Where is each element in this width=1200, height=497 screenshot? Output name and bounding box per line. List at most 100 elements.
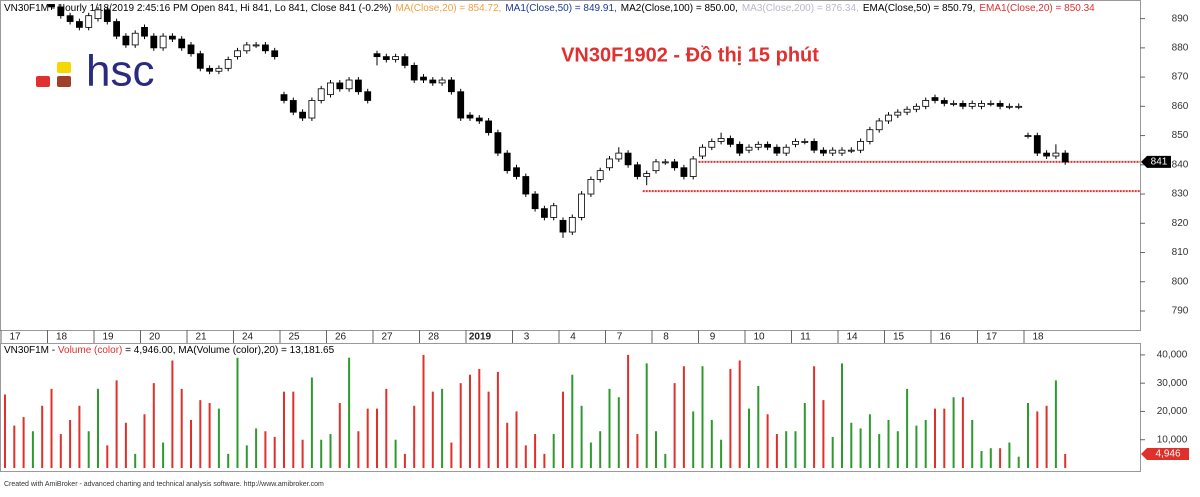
candle-body xyxy=(1006,105,1013,108)
x-tick-label: 16 xyxy=(939,332,951,343)
candle-body xyxy=(745,146,753,151)
candle-body xyxy=(122,35,130,46)
candle-body xyxy=(1015,105,1023,108)
x-tick-label: 21 xyxy=(195,332,207,343)
candle-body xyxy=(401,56,409,66)
candle-body xyxy=(243,44,251,52)
candle-body xyxy=(457,91,465,119)
candle-body xyxy=(754,143,762,148)
candle-body xyxy=(289,100,297,113)
candle-body xyxy=(327,82,334,96)
candle-body xyxy=(76,21,83,28)
candle-body xyxy=(680,167,688,177)
header-legend: VN30F1M - Hourly 1/18/2019 2:45:16 PM Op… xyxy=(4,3,1095,14)
candle-body xyxy=(959,103,967,107)
y-tick-label: 890 xyxy=(1172,13,1189,24)
candle-body xyxy=(187,44,195,55)
candle-body xyxy=(671,161,678,169)
candle-body xyxy=(922,100,930,107)
candle-body xyxy=(764,143,771,148)
candle-body xyxy=(531,193,539,210)
candle-body xyxy=(931,97,939,101)
candle-body xyxy=(903,108,911,113)
candle-body xyxy=(838,149,846,154)
candle-body xyxy=(578,193,585,218)
candle-body xyxy=(252,44,260,47)
candle-body xyxy=(429,79,437,84)
candle-body xyxy=(410,64,418,81)
candle-body xyxy=(940,100,948,104)
legend-item: EMA(Close,50) = 850.79, xyxy=(863,3,976,14)
x-tick-label: 27 xyxy=(381,332,393,343)
candle-body xyxy=(1024,135,1032,137)
volume-legend: Volume (color) xyxy=(58,345,122,356)
x-tick-label: 25 xyxy=(288,332,300,343)
candle-body xyxy=(968,103,976,107)
volume-tag-label: 4,946 xyxy=(1155,449,1180,460)
candle-body xyxy=(875,120,883,131)
y-tick-label: 820 xyxy=(1172,218,1189,229)
y-tick-label: 800 xyxy=(1172,276,1189,287)
candle-body xyxy=(782,146,790,154)
x-tick-label: 17 xyxy=(9,332,21,343)
candle-body xyxy=(829,149,837,154)
candle-body xyxy=(494,132,502,154)
candle-body xyxy=(708,141,716,148)
candle-body xyxy=(475,117,483,122)
candle-body xyxy=(48,4,55,8)
y-tick-label: 830 xyxy=(1172,189,1189,200)
candle-body xyxy=(643,173,651,177)
candle-body xyxy=(438,79,446,84)
candle-body xyxy=(736,143,744,154)
volume-header: VN30F1M - Volume (color) = 4,946.00, MA(… xyxy=(4,345,335,356)
x-tick-label: 15 xyxy=(893,332,905,343)
y-tick-label: 840 xyxy=(1172,159,1189,170)
candle-body xyxy=(689,158,697,177)
candle-body xyxy=(178,38,186,49)
volume-header-part: = 4,946.00, MA(Volume (color),20) = 13,1… xyxy=(122,345,334,356)
y-tick-label: 40,000 xyxy=(1157,350,1188,361)
candle-body xyxy=(522,176,530,195)
candle-body xyxy=(131,32,139,46)
legend-item: MA3(Close,200) = 876.34, xyxy=(742,3,859,14)
candle-body xyxy=(1052,152,1060,157)
candle-body xyxy=(699,146,706,157)
x-tick-label: 20 xyxy=(149,332,161,343)
candle-body xyxy=(810,141,818,151)
candle-body xyxy=(950,103,957,105)
x-tick-label: 8 xyxy=(663,332,669,343)
y-tick-label: 790 xyxy=(1172,306,1189,317)
volume-panel xyxy=(0,343,1141,472)
candle-body xyxy=(615,152,623,160)
x-tick-label: 7 xyxy=(617,332,623,343)
price-tag-label: 841 xyxy=(1151,157,1168,168)
candle-body xyxy=(717,138,725,142)
x-tick-label: 18 xyxy=(56,332,68,343)
candle-body xyxy=(624,152,632,166)
candle-body xyxy=(857,141,864,151)
candle-body xyxy=(568,217,576,233)
candle-body xyxy=(987,103,995,105)
candle-body xyxy=(466,114,474,119)
candle-body xyxy=(1033,135,1041,154)
logo-square xyxy=(36,76,50,87)
price-panel xyxy=(0,0,1141,331)
candle-body xyxy=(196,53,204,69)
candle-body xyxy=(1043,152,1050,157)
y-tick-label: 860 xyxy=(1172,101,1189,112)
y-tick-label: 870 xyxy=(1172,72,1189,83)
candle-body xyxy=(820,149,827,154)
candle-body xyxy=(447,79,455,93)
candles xyxy=(48,4,1069,238)
y-tick-label: 30,000 xyxy=(1157,378,1188,389)
candle-body xyxy=(652,161,660,172)
x-tick-label: 17 xyxy=(986,332,998,343)
candle-body xyxy=(606,158,613,169)
x-tick-label: 11 xyxy=(800,332,811,343)
x-tick-label: 14 xyxy=(846,332,858,343)
volume-header-part: VN30F1M - xyxy=(4,345,58,356)
candle-body xyxy=(317,88,325,101)
chart-title: VN30F1902 - Đồ thị 15 phút xyxy=(561,44,819,66)
candle-body xyxy=(550,205,558,218)
candle-body xyxy=(978,103,985,107)
